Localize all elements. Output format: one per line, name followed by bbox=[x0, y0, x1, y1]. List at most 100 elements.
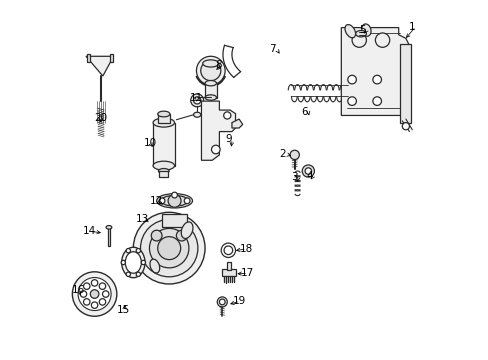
Circle shape bbox=[149, 228, 188, 268]
Text: 11: 11 bbox=[190, 93, 203, 103]
Text: 6: 6 bbox=[301, 107, 307, 117]
Circle shape bbox=[402, 123, 408, 130]
Circle shape bbox=[302, 165, 314, 177]
Bar bbox=[153, 123, 174, 166]
Circle shape bbox=[159, 198, 164, 204]
Text: 8: 8 bbox=[215, 59, 221, 69]
Ellipse shape bbox=[355, 31, 366, 37]
Circle shape bbox=[91, 280, 98, 286]
Circle shape bbox=[190, 94, 203, 107]
Circle shape bbox=[141, 260, 145, 265]
Circle shape bbox=[126, 272, 130, 276]
Text: 19: 19 bbox=[233, 296, 246, 306]
Text: 14: 14 bbox=[82, 226, 96, 236]
Circle shape bbox=[102, 291, 109, 297]
Ellipse shape bbox=[181, 222, 193, 238]
Polygon shape bbox=[341, 28, 408, 116]
Ellipse shape bbox=[193, 112, 201, 117]
Circle shape bbox=[219, 299, 224, 305]
Text: 7: 7 bbox=[269, 45, 276, 54]
Circle shape bbox=[140, 220, 198, 277]
Bar bbox=[158, 114, 169, 123]
Circle shape bbox=[196, 56, 224, 85]
Ellipse shape bbox=[204, 95, 216, 100]
Ellipse shape bbox=[361, 24, 370, 36]
Circle shape bbox=[223, 112, 230, 119]
Text: 5: 5 bbox=[359, 26, 365, 35]
Circle shape bbox=[372, 75, 381, 84]
Text: 9: 9 bbox=[224, 134, 231, 144]
Circle shape bbox=[289, 150, 299, 159]
Bar bbox=[109, 54, 113, 62]
Ellipse shape bbox=[158, 111, 169, 117]
Bar bbox=[227, 262, 230, 270]
Circle shape bbox=[78, 278, 111, 311]
Circle shape bbox=[351, 33, 366, 47]
Circle shape bbox=[193, 97, 201, 104]
Ellipse shape bbox=[150, 259, 160, 273]
Text: 13: 13 bbox=[136, 214, 149, 224]
Circle shape bbox=[221, 243, 235, 257]
Circle shape bbox=[99, 283, 105, 289]
Circle shape bbox=[211, 145, 220, 154]
Text: 20: 20 bbox=[94, 113, 107, 123]
Ellipse shape bbox=[345, 24, 355, 38]
Ellipse shape bbox=[125, 252, 141, 273]
Circle shape bbox=[126, 248, 130, 253]
Polygon shape bbox=[86, 56, 113, 76]
Circle shape bbox=[133, 212, 204, 284]
Circle shape bbox=[121, 260, 125, 265]
Ellipse shape bbox=[204, 81, 216, 86]
Circle shape bbox=[224, 246, 232, 255]
Circle shape bbox=[168, 194, 181, 207]
Bar bbox=[86, 54, 90, 62]
Text: 3: 3 bbox=[290, 172, 297, 183]
Text: 12: 12 bbox=[149, 196, 163, 206]
Text: 4: 4 bbox=[305, 171, 312, 181]
Bar bbox=[107, 227, 110, 246]
Polygon shape bbox=[231, 119, 242, 128]
Text: 16: 16 bbox=[72, 285, 85, 296]
Text: 17: 17 bbox=[241, 268, 254, 278]
Circle shape bbox=[72, 272, 117, 316]
Bar bbox=[204, 83, 216, 98]
Ellipse shape bbox=[158, 168, 169, 174]
Circle shape bbox=[83, 299, 90, 305]
Circle shape bbox=[136, 248, 140, 253]
Polygon shape bbox=[400, 44, 410, 123]
Ellipse shape bbox=[156, 194, 192, 208]
Circle shape bbox=[80, 291, 86, 297]
Ellipse shape bbox=[153, 161, 174, 170]
Ellipse shape bbox=[122, 247, 144, 278]
Polygon shape bbox=[201, 101, 235, 160]
Circle shape bbox=[201, 60, 221, 81]
Circle shape bbox=[217, 297, 227, 307]
Bar bbox=[222, 269, 235, 276]
Bar bbox=[159, 171, 168, 177]
Text: 15: 15 bbox=[117, 305, 130, 315]
Text: 2: 2 bbox=[278, 149, 285, 159]
Circle shape bbox=[372, 97, 381, 105]
Circle shape bbox=[347, 97, 356, 105]
Text: 10: 10 bbox=[143, 139, 156, 148]
Circle shape bbox=[90, 290, 99, 298]
Circle shape bbox=[347, 75, 356, 84]
Circle shape bbox=[151, 230, 162, 241]
Circle shape bbox=[158, 237, 180, 260]
Circle shape bbox=[91, 302, 98, 309]
Circle shape bbox=[83, 283, 90, 289]
Circle shape bbox=[171, 192, 177, 198]
Circle shape bbox=[176, 230, 187, 241]
Ellipse shape bbox=[203, 60, 219, 67]
Ellipse shape bbox=[161, 195, 187, 206]
Text: 1: 1 bbox=[408, 22, 414, 32]
Ellipse shape bbox=[153, 118, 174, 127]
Circle shape bbox=[136, 272, 140, 276]
Ellipse shape bbox=[106, 226, 112, 229]
Bar bbox=[162, 214, 187, 226]
Circle shape bbox=[305, 168, 311, 174]
Circle shape bbox=[375, 33, 389, 47]
Circle shape bbox=[99, 299, 105, 305]
Circle shape bbox=[184, 198, 190, 204]
Text: 18: 18 bbox=[239, 244, 252, 254]
